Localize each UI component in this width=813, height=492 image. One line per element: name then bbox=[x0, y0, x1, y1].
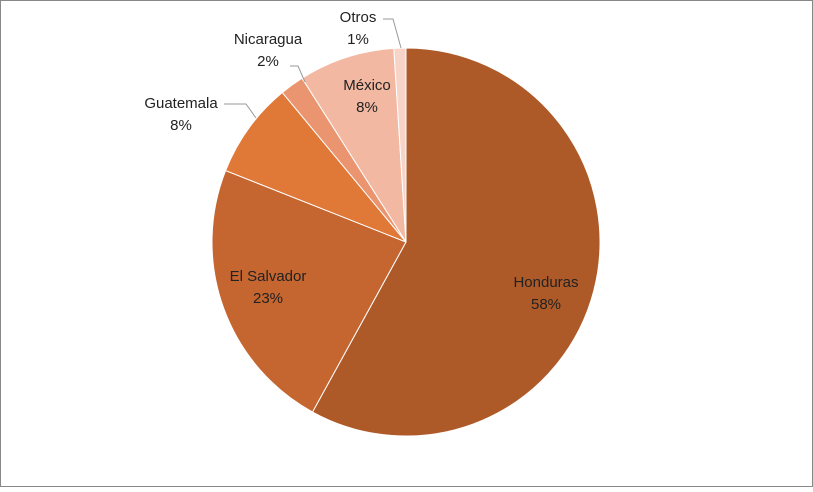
slice-value-label: 2% bbox=[257, 53, 279, 70]
slice-value-label: 1% bbox=[347, 31, 369, 48]
pie-slice bbox=[211, 169, 407, 413]
slice-label: Otros bbox=[340, 9, 377, 26]
slice-value-label: 8% bbox=[170, 117, 192, 134]
slice-value-label: 23% bbox=[253, 290, 283, 307]
leader-line bbox=[290, 65, 306, 83]
slice-value-label: 8% bbox=[356, 99, 378, 116]
slice-label: Guatemala bbox=[144, 95, 218, 112]
slice-label: Nicaragua bbox=[234, 31, 303, 48]
slice-label: El Salvador bbox=[230, 268, 307, 285]
pie-slice bbox=[224, 91, 407, 243]
leader-line bbox=[383, 18, 402, 49]
slice-value-label: 58% bbox=[531, 296, 561, 313]
pie-slice bbox=[311, 47, 601, 437]
slice-label: México bbox=[343, 77, 391, 94]
slice-label: Honduras bbox=[513, 274, 578, 291]
pie-slice bbox=[393, 47, 407, 243]
leader-line bbox=[224, 103, 257, 119]
pie-slice bbox=[301, 47, 407, 243]
